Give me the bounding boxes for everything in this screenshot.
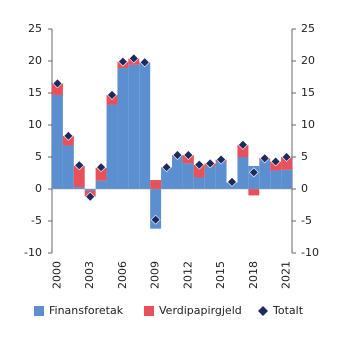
bar xyxy=(52,83,63,95)
bar xyxy=(139,62,151,189)
total-marker xyxy=(96,162,107,173)
bar xyxy=(73,187,85,189)
total-marker xyxy=(237,139,248,150)
x-tick-label: 2003 xyxy=(83,261,96,289)
x-tick-label: 2015 xyxy=(214,261,227,289)
x-tick-label: 2006 xyxy=(116,261,129,289)
bar xyxy=(161,167,172,189)
total-marker xyxy=(139,57,150,68)
y-tick-label: -5 xyxy=(31,214,42,227)
bar xyxy=(73,165,85,188)
y2-tick-label: 5 xyxy=(301,150,308,163)
total-marker xyxy=(150,214,161,225)
bar xyxy=(150,180,162,189)
bar xyxy=(281,157,292,170)
total-marker xyxy=(117,56,128,67)
bar xyxy=(204,166,216,189)
legend-swatch xyxy=(144,306,154,316)
y2-tick-label: 0 xyxy=(301,182,308,195)
total-marker xyxy=(227,177,237,187)
total-marker xyxy=(205,158,216,169)
bar xyxy=(193,164,205,178)
total-marker xyxy=(259,153,270,164)
total-marker xyxy=(194,159,205,170)
total-marker xyxy=(107,89,117,100)
bar xyxy=(150,189,162,229)
bar xyxy=(95,180,107,189)
y-tick-label: -10 xyxy=(24,246,42,259)
total-marker xyxy=(128,53,139,64)
total-marker xyxy=(172,150,183,161)
bar xyxy=(237,144,249,157)
y2-tick-label: -10 xyxy=(301,246,319,259)
total-marker xyxy=(270,156,281,167)
x-tick-label: 2018 xyxy=(247,261,260,289)
y2-tick-label: 25 xyxy=(301,22,315,35)
legend-label: Verdipapirgjeld xyxy=(159,304,242,317)
total-marker xyxy=(161,162,172,173)
total-marker xyxy=(216,154,227,165)
bar xyxy=(182,163,194,189)
bar xyxy=(95,167,107,181)
legend-swatch xyxy=(258,306,268,316)
y-tick-label: 10 xyxy=(28,118,42,131)
bar xyxy=(117,68,129,189)
bar xyxy=(193,177,205,189)
total-marker xyxy=(74,160,85,171)
x-tick-label: 2000 xyxy=(50,261,63,289)
total-marker xyxy=(52,78,63,89)
legend-label: Totalt xyxy=(272,304,304,317)
bar xyxy=(270,170,282,189)
bar xyxy=(237,157,249,189)
y-tick-label: 0 xyxy=(35,182,42,195)
total-marker xyxy=(63,130,74,141)
y-tick-label: 20 xyxy=(28,54,42,67)
x-tick-label: 2009 xyxy=(149,261,162,289)
bar xyxy=(62,145,74,189)
x-tick-label: 2021 xyxy=(280,261,293,289)
total-marker xyxy=(183,150,194,161)
total-marker xyxy=(85,191,96,202)
legend-label: Finansforetak xyxy=(49,304,124,317)
legend-swatch xyxy=(34,306,44,316)
y2-tick-label: 10 xyxy=(301,118,315,131)
bar xyxy=(172,157,183,189)
y2-tick-label: 15 xyxy=(301,86,315,99)
bar xyxy=(52,94,63,189)
y-tick-label: 25 xyxy=(28,22,42,35)
x-tick-label: 2012 xyxy=(181,261,194,289)
bar xyxy=(128,64,140,189)
bar xyxy=(248,165,260,189)
y2-tick-label: -5 xyxy=(301,214,312,227)
y2-tick-label: 20 xyxy=(301,54,315,67)
total-marker xyxy=(248,167,259,178)
bar xyxy=(281,169,292,189)
bar xyxy=(84,189,96,191)
bar xyxy=(259,160,271,189)
bar xyxy=(106,104,118,189)
total-marker xyxy=(281,152,292,162)
bar xyxy=(248,189,260,196)
bar xyxy=(215,161,227,189)
y-tick-label: 5 xyxy=(35,150,42,163)
y-tick-label: 15 xyxy=(28,86,42,99)
